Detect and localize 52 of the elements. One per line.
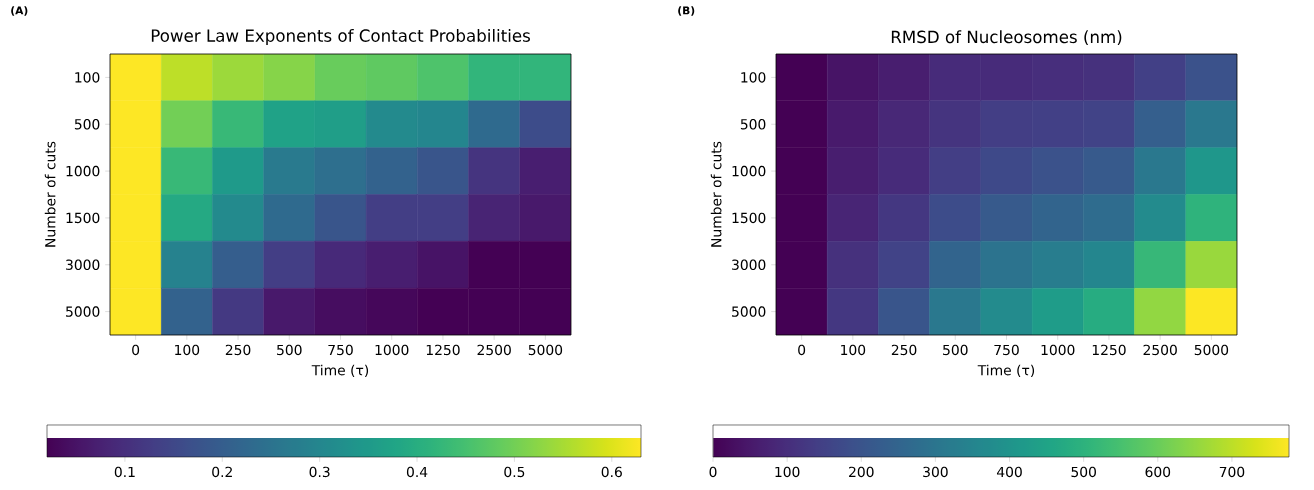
color-bar-label: 0.4 — [406, 466, 428, 478]
text: (A) — [11, 6, 28, 16]
x-tick-label: 100 — [841, 344, 866, 356]
color-bar-label: 0 — [709, 466, 717, 478]
y-axis-title: Number of cuts — [710, 141, 722, 247]
y-tick-label: 500 — [740, 119, 766, 130]
color-bar-label: 400 — [996, 466, 1022, 478]
color-bar-label: 700 — [1219, 466, 1245, 478]
color-bar-label: 0.2 — [212, 466, 232, 478]
color-bar-label: 500 — [1071, 466, 1096, 478]
x-axis-title: Time (τ) — [311, 364, 369, 378]
y-tick-label: 500 — [74, 119, 100, 130]
y-tick-label: 100 — [741, 72, 766, 83]
x-tick-label: 5000 — [528, 344, 563, 356]
color-bar-label: 600 — [1145, 466, 1171, 478]
color-bar-label: 0.6 — [601, 466, 622, 478]
x-tick-label: 1250 — [1092, 344, 1126, 356]
color-bar-label: 200 — [849, 466, 874, 478]
x-tick-label: 750 — [328, 344, 353, 356]
x-tick-label: 1000 — [1041, 344, 1075, 356]
y-tick-label: 1000 — [66, 165, 100, 177]
y-tick-label: 100 — [75, 72, 100, 83]
x-tick-label: 1250 — [426, 344, 460, 356]
x-tick-label: 500 — [943, 344, 968, 356]
x-tick-label: 750 — [994, 344, 1019, 356]
x-tick-label: 0 — [798, 344, 806, 356]
y-axis-title: Number of cuts — [44, 141, 56, 247]
color-bar-label: 300 — [923, 466, 948, 478]
x-axis-title: Time (τ) — [977, 364, 1035, 378]
x-tick-label: 250 — [891, 344, 917, 356]
text: (B) — [678, 6, 695, 16]
x-tick-label: 500 — [277, 344, 302, 356]
y-tick-label: 3000 — [732, 259, 766, 270]
y-tick-label: 1500 — [66, 212, 100, 224]
y-tick-label: 1000 — [732, 165, 766, 177]
y-tick-label: 5000 — [732, 306, 766, 317]
x-tick-label: 5000 — [1194, 344, 1229, 356]
x-tick-label: 250 — [225, 344, 251, 356]
x-tick-label: 2500 — [477, 344, 511, 356]
x-tick-label: 2500 — [1143, 344, 1177, 356]
x-tick-label: 100 — [175, 344, 200, 356]
y-tick-label: 1500 — [732, 212, 766, 224]
color-bar-label: 100 — [775, 466, 800, 478]
x-tick-label: 1000 — [375, 344, 409, 356]
y-tick-label: 3000 — [66, 259, 100, 270]
chart-title: RMSD of Nucleosomes (nm) — [891, 30, 1122, 46]
chart-title: Power Law Exponents of Contact Probabilities — [151, 28, 530, 46]
color-bar-label: 0.3 — [309, 466, 330, 478]
color-bar-label: 0.1 — [114, 466, 135, 478]
y-tick-label: 5000 — [66, 306, 100, 317]
color-bar-label: 0.5 — [504, 466, 525, 478]
x-tick-label: 0 — [132, 344, 140, 356]
